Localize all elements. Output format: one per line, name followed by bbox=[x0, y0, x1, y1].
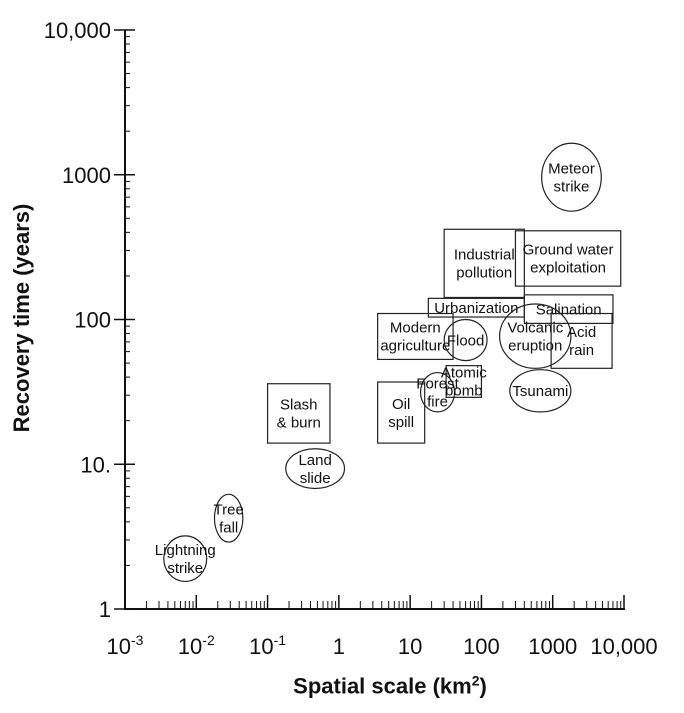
event-label: Tsunami bbox=[512, 383, 568, 400]
event-label: Oil bbox=[392, 396, 410, 413]
y-tick-label: 100 bbox=[74, 308, 111, 333]
x-tick-label: 10-1 bbox=[249, 632, 286, 659]
event-label: & burn bbox=[277, 415, 321, 432]
x-tick-label: 1000 bbox=[528, 634, 577, 659]
event-label: agriculture bbox=[380, 338, 450, 355]
event-label: Salination bbox=[536, 301, 602, 318]
event-label: Land bbox=[298, 452, 331, 469]
event-box bbox=[377, 312, 454, 361]
x-tick-label: 10-2 bbox=[178, 632, 215, 659]
event-label: spill bbox=[388, 414, 414, 431]
event-label: bomb bbox=[445, 383, 483, 400]
event-label: Flood bbox=[447, 332, 485, 349]
event-label: Meteor bbox=[548, 160, 595, 177]
event-ellipse bbox=[499, 303, 572, 369]
event-label: Lightning bbox=[155, 542, 216, 559]
event-label: Urbanization bbox=[434, 300, 518, 317]
x-tick-label: 10 bbox=[398, 634, 422, 659]
event-label: Industrial bbox=[454, 247, 515, 264]
event-box bbox=[443, 228, 525, 299]
event-label: Atomic bbox=[441, 365, 487, 382]
event-label: Volcanic bbox=[507, 319, 563, 336]
event-ellipse bbox=[285, 448, 346, 490]
event-box bbox=[514, 230, 622, 287]
event-box bbox=[445, 365, 483, 398]
event-box bbox=[550, 312, 613, 369]
event-label: eruption bbox=[508, 337, 562, 354]
event-label: fire bbox=[427, 393, 448, 410]
event-ellipse bbox=[509, 369, 572, 413]
event-label: Slash bbox=[280, 397, 318, 414]
y-tick-label: 1000 bbox=[62, 163, 111, 188]
x-tick-label: 100 bbox=[463, 634, 500, 659]
event-ellipse bbox=[163, 535, 208, 583]
event-ellipse bbox=[213, 493, 244, 543]
event-box bbox=[266, 383, 331, 444]
event-label: Forest bbox=[416, 375, 459, 392]
event-label: rain bbox=[569, 342, 594, 359]
event-ellipse bbox=[541, 142, 602, 212]
event-ellipse bbox=[443, 318, 488, 362]
event-label: strike bbox=[167, 560, 203, 577]
y-tick-label: 1 bbox=[99, 597, 111, 622]
x-axis-label: Spatial scale (km2) bbox=[293, 672, 487, 699]
event-box bbox=[377, 381, 426, 444]
event-label: strike bbox=[554, 178, 590, 195]
y-tick-label: 10,000 bbox=[44, 18, 111, 43]
event-label: Acid bbox=[567, 324, 596, 341]
event-ellipse bbox=[419, 371, 456, 413]
event-label: pollution bbox=[456, 265, 512, 282]
event-label: fall bbox=[219, 519, 238, 536]
x-tick-label: 10-3 bbox=[107, 632, 144, 659]
x-tick-label: 10,000 bbox=[590, 634, 657, 659]
event-label: Modern bbox=[390, 320, 441, 337]
event-label: Ground water bbox=[523, 242, 614, 259]
y-axis-label: Recovery time (years) bbox=[9, 203, 34, 433]
y-tick-label: 10. bbox=[80, 452, 111, 477]
event-label: slide bbox=[300, 470, 331, 487]
event-label: exploitation bbox=[530, 260, 606, 277]
x-tick-label: 1 bbox=[333, 634, 345, 659]
event-label: Tree bbox=[214, 501, 244, 518]
